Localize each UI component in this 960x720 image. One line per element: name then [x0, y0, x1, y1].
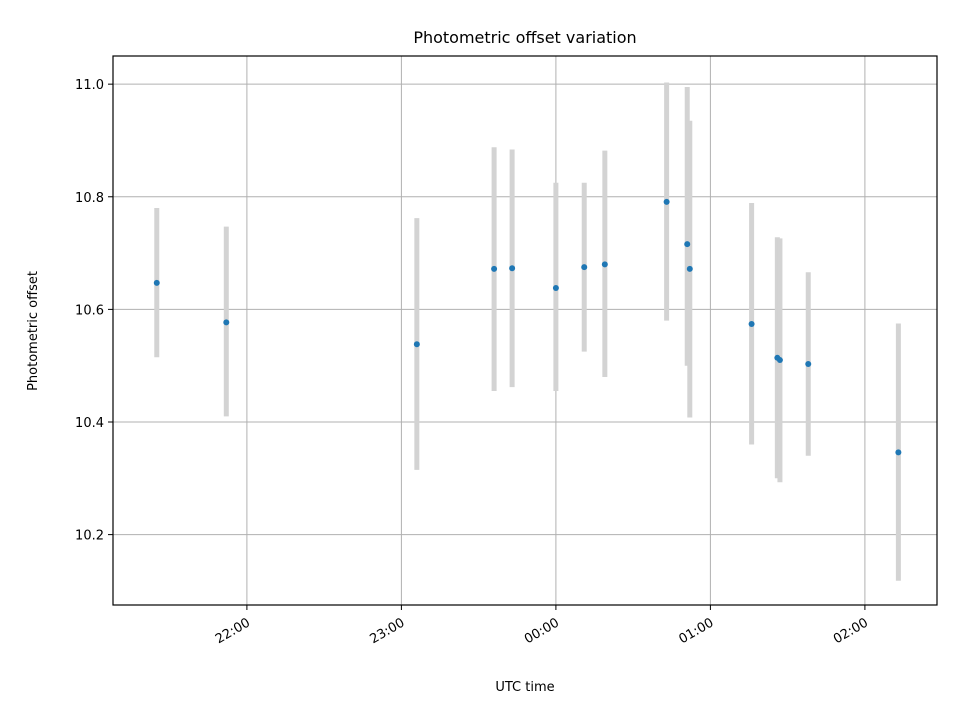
- y-tick-label: 10.4: [75, 416, 104, 431]
- y-axis-ticks: 10.2 10.4 10.6 10.8 11.0: [75, 78, 113, 544]
- data-point: [776, 357, 783, 364]
- plot-frame: [112, 55, 938, 606]
- error-bars: [154, 82, 901, 581]
- x-tick-label: 01:00: [676, 615, 716, 647]
- data-point: [805, 361, 812, 368]
- data-point: [552, 284, 559, 291]
- x-axis-label: UTC time: [495, 680, 554, 695]
- data-points: [153, 198, 902, 456]
- data-point: [581, 264, 588, 271]
- data-point: [153, 279, 160, 286]
- data-point: [684, 241, 691, 248]
- x-tick-label: 22:00: [213, 615, 253, 647]
- x-axis-ticks: 22:00 23:00 00:00 01:00 02:00: [213, 605, 871, 647]
- y-tick-label: 10.8: [75, 191, 104, 206]
- data-point: [601, 261, 608, 268]
- data-point: [413, 341, 420, 348]
- x-tick-label: 23:00: [367, 615, 407, 647]
- data-point: [663, 198, 670, 205]
- chart-title: Photometric offset variation: [413, 28, 636, 47]
- data-point: [223, 319, 230, 326]
- grid-lines: [113, 56, 937, 605]
- data-point: [491, 265, 498, 272]
- y-tick-label: 10.2: [75, 529, 104, 544]
- y-tick-label: 11.0: [75, 78, 104, 93]
- data-point: [748, 321, 755, 328]
- data-point: [895, 449, 902, 456]
- data-point: [509, 265, 516, 272]
- x-tick-label: 02:00: [831, 615, 871, 647]
- y-axis-label: Photometric offset: [26, 271, 41, 391]
- y-tick-label: 10.6: [75, 303, 104, 318]
- x-tick-label: 00:00: [522, 615, 562, 647]
- data-point: [686, 265, 693, 272]
